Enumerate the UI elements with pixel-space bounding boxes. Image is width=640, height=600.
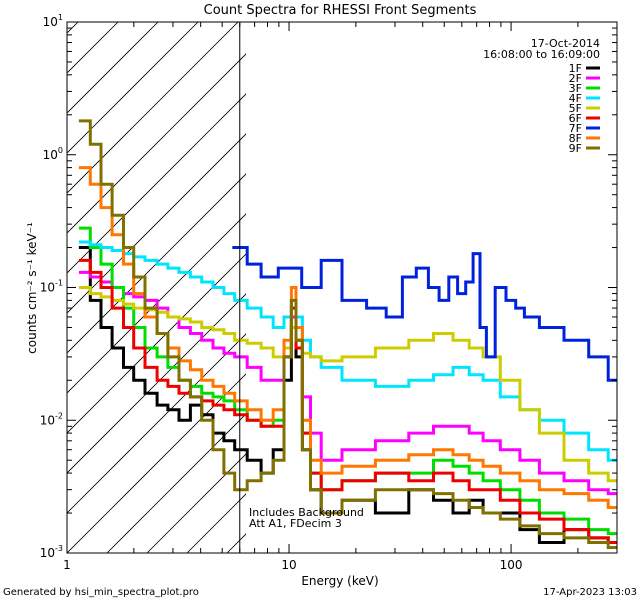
legend-label: 8F	[569, 132, 582, 145]
series-7F-line	[232, 246, 617, 382]
legend-label: 7F	[569, 122, 582, 135]
hatch-line	[146, 453, 246, 553]
y-tick-label: 101	[43, 13, 63, 29]
series-5F-line	[78, 286, 617, 483]
hatch-line	[67, 333, 246, 514]
hatch-line	[67, 253, 246, 434]
series-4F-line	[78, 240, 617, 462]
series-1F-line	[78, 246, 617, 544]
legend-label: 5F	[569, 102, 582, 115]
hatch-line	[67, 22, 239, 194]
legend: 17-Oct-2014 16:08:00 to 16:09:00 1F2F3F4…	[483, 37, 600, 155]
hatch-line	[67, 133, 246, 314]
series-2F-line	[78, 270, 617, 496]
legend-label: 6F	[569, 112, 582, 125]
legend-label: 3F	[569, 82, 582, 95]
y-tick-label: 10-2	[40, 411, 63, 427]
y-tick-label: 100	[43, 146, 63, 162]
hatch-line	[67, 22, 159, 114]
hatch-line	[67, 22, 199, 154]
note-background: Includes Background	[249, 506, 364, 519]
hatch-line	[67, 53, 246, 234]
plot-timestamp: 17-Apr-2023 13:03	[543, 587, 637, 598]
hatch-line	[67, 293, 246, 474]
series-8F-line	[78, 166, 617, 509]
legend-date: 17-Oct-2014	[531, 37, 600, 50]
legend-label: 1F	[569, 62, 582, 75]
x-axis-label: Energy (keV)	[301, 574, 378, 588]
series-layer	[78, 119, 617, 549]
hatch-line	[67, 93, 246, 274]
legend-time-range: 16:08:00 to 16:09:00	[483, 48, 600, 61]
y-tick-label: 10-3	[40, 544, 63, 560]
hatch-line	[106, 413, 246, 553]
hatch-line	[67, 373, 246, 553]
hatch-line	[67, 22, 119, 74]
legend-label: 4F	[569, 92, 582, 105]
legend-label: 2F	[569, 72, 582, 85]
note-attenuator: Att A1, FDecim 3	[249, 517, 342, 530]
axis-ticks: 1 10 100 10-3 10-2 10-1 100 101	[40, 13, 618, 572]
hatch-line	[67, 173, 246, 354]
x-tick-label: 1	[63, 558, 71, 572]
generator-credit: Generated by hsi_min_spectra_plot.pro	[3, 587, 199, 598]
x-tick-label: 100	[500, 558, 523, 572]
y-tick-label: 10-1	[40, 279, 63, 295]
y-axis-label: counts cm⁻² s⁻¹ keV⁻¹	[25, 222, 39, 354]
series-9F-line	[78, 119, 617, 549]
x-tick-label: 10	[281, 558, 296, 572]
legend-label: 9F	[569, 142, 582, 155]
chart-title: Count Spectra for RHESSI Front Segments	[204, 3, 477, 18]
